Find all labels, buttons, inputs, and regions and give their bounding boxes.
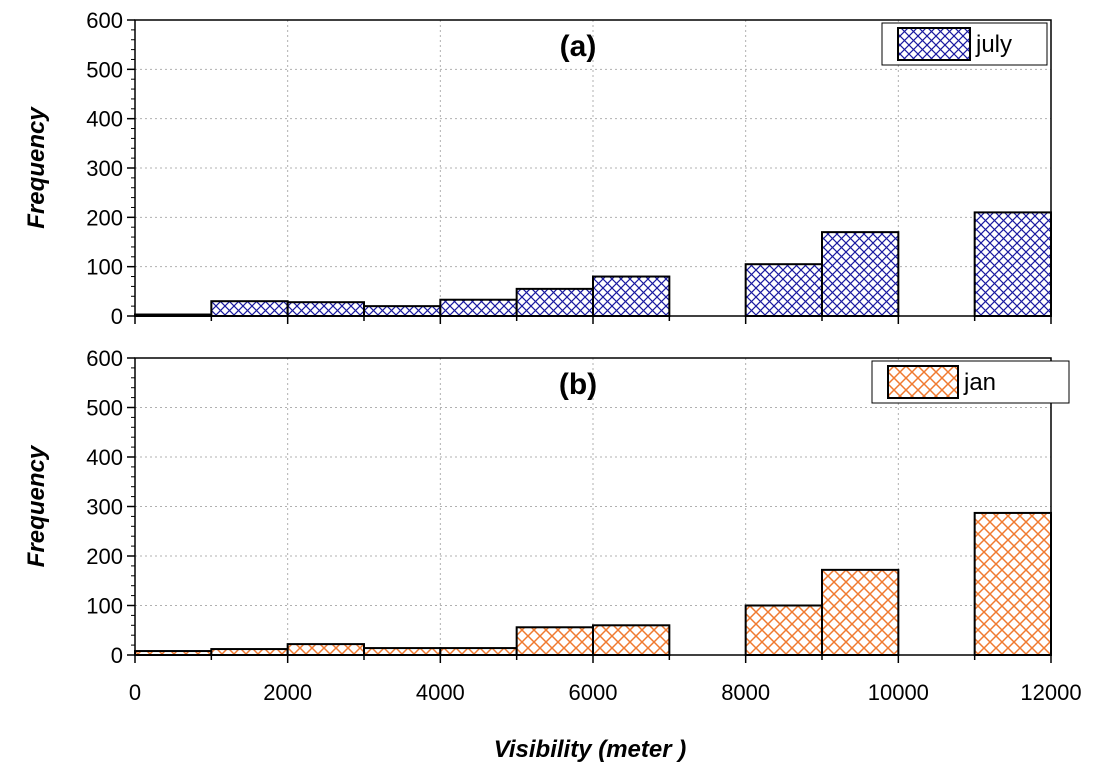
x-tick-label: 8000 — [721, 680, 770, 705]
histogram-bar — [515, 626, 595, 657]
y-tick-label: 200 — [86, 544, 123, 569]
y-tick-label: 500 — [86, 57, 123, 82]
histogram-bar — [439, 647, 518, 657]
histogram-bar — [363, 305, 442, 317]
x-tick-label: 4000 — [416, 680, 465, 705]
x-tick-label: 2000 — [263, 680, 312, 705]
legend-label: july — [975, 31, 1012, 58]
histogram-bar — [592, 275, 671, 317]
y-tick-label: 0 — [111, 304, 123, 329]
y-tick-label: 200 — [86, 205, 123, 230]
x-tick-label: 10000 — [868, 680, 929, 705]
histogram-bar — [744, 263, 824, 318]
histogram-bar — [286, 301, 365, 318]
panel-label: (b) — [559, 368, 597, 401]
histogram-bar — [821, 231, 900, 317]
legend-swatch — [897, 27, 971, 61]
legend-swatch — [887, 365, 959, 399]
x-tick-label: 12000 — [1020, 680, 1081, 705]
y-tick-label: 0 — [111, 643, 123, 668]
histogram-bar — [363, 647, 442, 657]
histogram-bar — [515, 287, 595, 318]
histogram-bar — [973, 211, 1053, 317]
histogram-bar — [592, 624, 671, 656]
y-tick-label: 100 — [86, 255, 123, 280]
y-tick-label: 300 — [86, 156, 123, 181]
histogram-bar — [439, 298, 518, 318]
y-tick-label: 600 — [86, 8, 123, 33]
y-tick-label: 100 — [86, 594, 123, 619]
histogram-bar — [744, 604, 824, 656]
y-axis-title: Frequency — [23, 106, 50, 229]
x-tick-label: 0 — [129, 680, 141, 705]
y-tick-label: 400 — [86, 445, 123, 470]
y-tick-label: 300 — [86, 495, 123, 520]
y-axis-title: Frequency — [23, 444, 50, 567]
x-axis-title: Visibility (meter ) — [494, 736, 687, 763]
legend-label: jan — [963, 369, 996, 396]
histogram-bar — [286, 643, 365, 656]
histogram-bar — [210, 648, 289, 656]
legend: july — [881, 22, 1048, 66]
histogram-bar — [973, 511, 1053, 656]
y-tick-label: 400 — [86, 107, 123, 132]
y-tick-label: 500 — [86, 396, 123, 421]
histogram-bar — [821, 568, 900, 656]
histogram-bar — [210, 300, 289, 318]
legend: jan — [871, 360, 1070, 404]
x-tick-label: 6000 — [569, 680, 618, 705]
y-tick-label: 600 — [86, 346, 123, 371]
panel-a: 0 100 200 300 400 500 600 Frequency (a) july — [23, 8, 1053, 329]
panel-label: (a) — [560, 30, 597, 63]
